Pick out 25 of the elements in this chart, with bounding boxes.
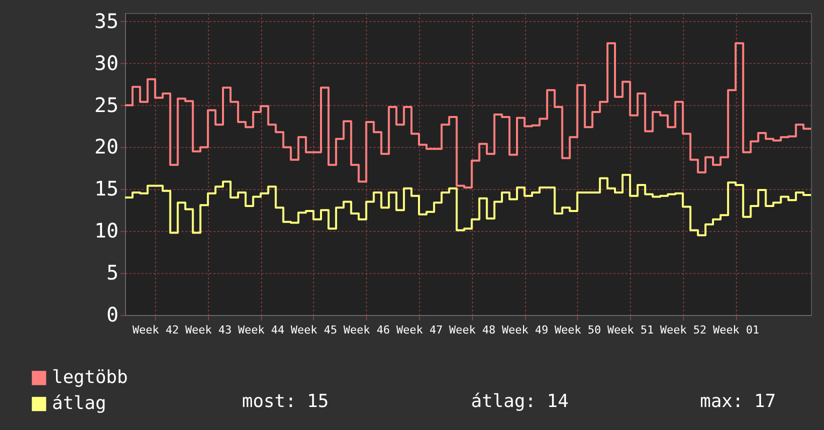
y-tick-label: 0 — [106, 302, 118, 326]
x-tick-label: Week 48 — [449, 324, 496, 336]
legend-label: átlag — [52, 393, 106, 414]
x-tick-label: Week 01 — [712, 324, 760, 336]
x-tick-label: Week 50 — [554, 324, 601, 336]
x-tick-label: Week 52 — [660, 324, 707, 336]
y-tick-label: 30 — [94, 50, 118, 75]
text: max: 17 — [700, 391, 776, 412]
x-tick-label: Week 45 — [290, 324, 338, 336]
y-tick-label: 10 — [94, 218, 118, 243]
y-tick-label: 35 — [94, 8, 118, 33]
x-tick-label: Week 46 — [344, 324, 390, 336]
text: átlag: 14 — [471, 391, 569, 412]
text: most: 15 — [242, 391, 329, 412]
x-tick-label: Week 43 — [185, 324, 232, 336]
y-tick-label: 20 — [94, 134, 118, 159]
x-tick-label: Week 42 — [132, 324, 179, 336]
y-tick-label: 15 — [94, 176, 118, 201]
y-tick-label: 25 — [94, 92, 118, 117]
x-tick-label: Week 51 — [607, 324, 654, 336]
y-tick-label: 5 — [106, 260, 118, 285]
x-tick-label: Week 49 — [502, 324, 548, 336]
legend-label: legtöbb — [52, 367, 128, 388]
x-tick-label: Week 44 — [238, 324, 285, 336]
x-tick-label: Week 47 — [396, 324, 443, 336]
